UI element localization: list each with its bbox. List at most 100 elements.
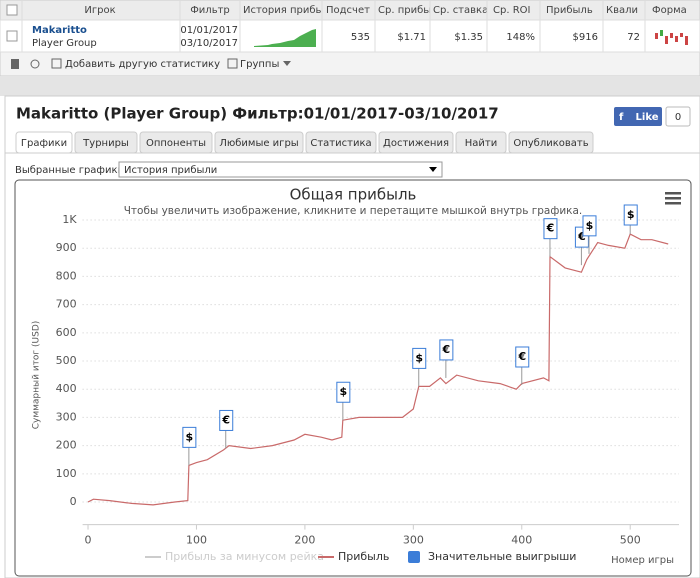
chart: 0 100 200 300 400 500 600 700 800 900 1K 0 100 200 300… xyxy=(56,204,679,547)
tab-label[interactable]: Графики xyxy=(21,138,67,149)
chart-menu[interactable] xyxy=(665,192,681,205)
selector-label: Выбранные графики: xyxy=(15,165,127,176)
x-tick-label: 0 xyxy=(85,534,92,547)
add-icon[interactable] xyxy=(51,58,62,69)
chart-title: Общая прибыль xyxy=(290,186,417,204)
y-tick-label: 0 xyxy=(70,495,77,508)
column-header[interactable]: История прибы xyxy=(243,5,323,16)
y-tick-label: 100 xyxy=(56,467,77,480)
delete-icon[interactable] xyxy=(11,59,19,69)
win-flag[interactable] xyxy=(412,347,427,369)
profit-line xyxy=(87,233,669,506)
checkbox[interactable] xyxy=(6,30,18,42)
tab[interactable] xyxy=(508,131,594,154)
tab-label[interactable]: Найти xyxy=(465,138,497,149)
y-tick-label: 500 xyxy=(56,354,77,367)
x-tick-label: 100 xyxy=(186,534,207,547)
legend-label[interactable]: Прибыль за минусом рейка xyxy=(165,550,324,563)
checkbox[interactable] xyxy=(6,4,18,16)
like-label[interactable]: Like xyxy=(636,112,659,123)
like-button[interactable] xyxy=(614,107,662,126)
player-group: Player Group xyxy=(32,38,97,49)
legend: Прибыль за минусом рейка Прибыль Значитель… xyxy=(145,550,576,563)
column-header[interactable]: Прибыль xyxy=(546,5,593,16)
win-symbol: $ xyxy=(186,430,194,443)
like-count: 0 xyxy=(675,112,681,123)
x-axis-label: Номер игры xyxy=(611,555,674,566)
win-symbol: € xyxy=(442,343,451,356)
cell: $1.71 xyxy=(397,32,426,43)
chart-selector[interactable] xyxy=(118,161,443,178)
win-symbol: $ xyxy=(340,385,348,398)
spacer xyxy=(0,76,700,96)
win-flag[interactable] xyxy=(336,381,351,403)
column-header[interactable]: Ср. ROI xyxy=(493,5,530,16)
tab[interactable] xyxy=(214,131,304,154)
tab-label[interactable]: Любимые игры xyxy=(219,138,298,149)
groups-button[interactable]: Группы xyxy=(240,59,279,70)
y-tick-label: 600 xyxy=(56,326,77,339)
win-flag[interactable] xyxy=(515,346,530,368)
legend-swatch xyxy=(408,551,420,563)
win-flag[interactable] xyxy=(543,218,558,240)
column-header[interactable]: Квали xyxy=(606,5,638,16)
fb-icon: f xyxy=(619,112,624,123)
win-flag[interactable] xyxy=(439,339,454,361)
cell: $916 xyxy=(573,32,598,43)
dropdown-arrow[interactable] xyxy=(283,61,291,66)
win-flag[interactable] xyxy=(582,215,597,237)
cell: 72 xyxy=(627,32,640,43)
tab-label[interactable]: Турниры xyxy=(82,138,129,149)
refresh-icon[interactable] xyxy=(30,59,40,69)
tab[interactable] xyxy=(139,131,213,154)
column-header[interactable]: Ср. прибы xyxy=(378,5,431,16)
player-name[interactable]: Makaritto xyxy=(32,25,87,36)
y-tick-label: 900 xyxy=(56,241,77,254)
selector-arrow[interactable] xyxy=(429,167,437,172)
win-flag[interactable] xyxy=(219,409,234,431)
y-tick-label: 700 xyxy=(56,298,77,311)
date-from: 01/01/2017 xyxy=(180,25,238,36)
cell: 535 xyxy=(351,32,370,43)
table-row xyxy=(0,19,700,53)
tabs: Графики Турниры Оппоненты Любимые игры Стати… xyxy=(15,131,594,154)
column-header[interactable]: Игрок xyxy=(84,5,115,16)
sparkline xyxy=(254,29,316,47)
tab[interactable] xyxy=(15,131,73,154)
tab[interactable] xyxy=(378,131,454,154)
y-tick-label: 200 xyxy=(56,439,77,452)
win-symbol: € xyxy=(221,413,230,426)
chart-frame xyxy=(14,179,692,577)
legend-label[interactable]: Прибыль xyxy=(338,550,389,563)
win-symbol: $ xyxy=(415,351,423,364)
tab-label[interactable]: Статистика xyxy=(310,138,371,149)
win-symbol: € xyxy=(546,222,555,235)
win-flag[interactable] xyxy=(623,204,638,226)
tab[interactable] xyxy=(74,131,138,154)
tab[interactable] xyxy=(305,131,377,154)
legend-label[interactable]: Значительные выигрыши xyxy=(428,550,576,563)
win-flag[interactable] xyxy=(182,426,197,448)
tab[interactable] xyxy=(455,131,507,154)
win-symbol: $ xyxy=(627,208,635,221)
add-stats-button[interactable]: Добавить другую статистику xyxy=(65,59,220,70)
win-symbol: € xyxy=(517,350,526,363)
tab-label[interactable]: Достижения xyxy=(383,138,449,149)
tab-label[interactable]: Оппоненты xyxy=(146,138,206,149)
like-count-box xyxy=(665,106,691,127)
tab-label[interactable]: Опубликовать xyxy=(513,138,588,149)
groups-icon[interactable] xyxy=(227,58,238,69)
y-tick-label: 400 xyxy=(56,382,77,395)
chart-subtitle: Чтобы увеличить изображение, кликните и … xyxy=(124,205,583,217)
selector-value[interactable]: История прибыли xyxy=(124,165,217,176)
column-header[interactable]: Подсчет xyxy=(326,5,370,16)
column-header[interactable]: Фильтр xyxy=(190,5,230,16)
form-bars xyxy=(655,30,688,45)
column-dividers xyxy=(21,0,646,52)
y-tick-label: 300 xyxy=(56,410,77,423)
y-tick-label: 1K xyxy=(62,213,77,226)
panel-title: Makaritto (Player Group) Фильтр:01/01/20… xyxy=(16,105,499,123)
column-header[interactable]: Форма xyxy=(652,5,687,16)
column-header[interactable]: Ср. ставка xyxy=(433,5,488,16)
win-symbol: $ xyxy=(586,219,594,232)
